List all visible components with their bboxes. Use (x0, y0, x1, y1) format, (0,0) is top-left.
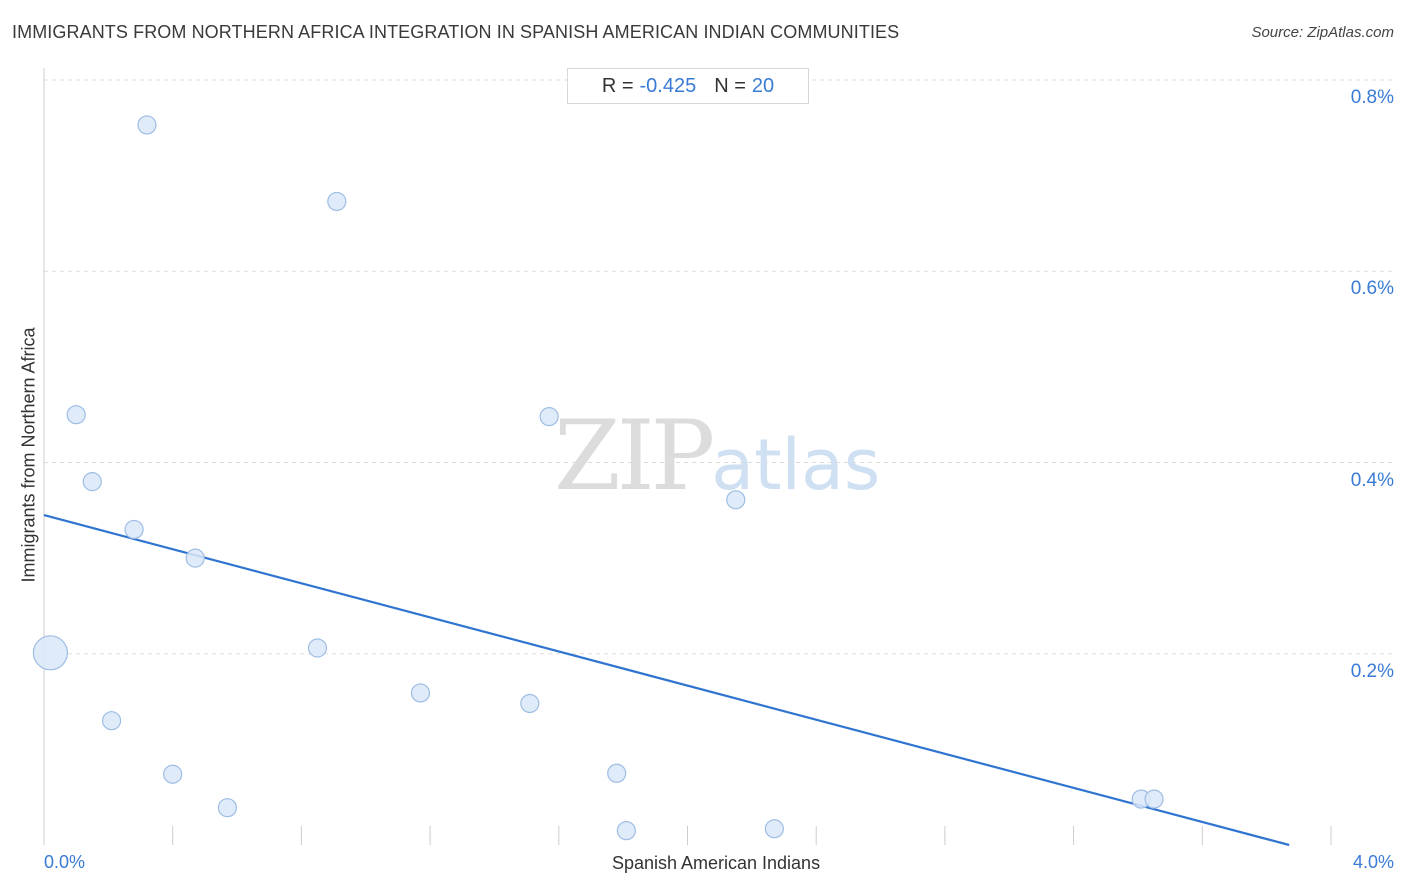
data-point-7 (185, 548, 205, 568)
y-tick-label-0: 0.2% (1350, 660, 1394, 682)
data-point-1 (66, 405, 86, 425)
trend-line (43, 514, 1290, 847)
data-point-5 (137, 115, 157, 135)
data-point-14 (607, 763, 627, 783)
n-value: 20 (751, 74, 775, 97)
data-point-15 (616, 821, 636, 841)
chart-title: IMMIGRANTS FROM NORTHERN AFRICA INTEGRAT… (12, 22, 900, 42)
x-tick-min: 0.0% (44, 852, 86, 872)
data-point-6 (163, 764, 183, 784)
y-tick-label-3: 0.8% (1350, 87, 1394, 108)
data-point-4 (124, 519, 144, 540)
data-point-3 (101, 711, 122, 731)
data-point-13 (539, 407, 559, 427)
data-point-10 (327, 191, 347, 212)
data-point-16 (726, 490, 746, 510)
data-point-2 (82, 472, 102, 492)
y-tick-label-2: 0.6% (1350, 278, 1394, 300)
stats-box: R = -0.425 N = 20 (567, 68, 809, 104)
y-tick-label-1: 0.4% (1350, 469, 1394, 491)
data-point-12 (520, 693, 540, 714)
n-label: N = (714, 74, 746, 97)
r-value: -0.425 (639, 74, 697, 97)
x-axis-label: Spanish American Indians (611, 853, 821, 873)
data-point-19 (1144, 789, 1164, 809)
data-point-17 (764, 819, 784, 839)
y-axis-label: Immigrants from Northern Africa (18, 327, 39, 583)
x-tick-max: 4.0% (1352, 852, 1394, 872)
r-label: R = (601, 74, 634, 97)
data-point-11 (410, 683, 431, 703)
data-point-8 (217, 798, 237, 818)
source-label: Source: ZipAtlas.com (1251, 24, 1394, 41)
data-point-0 (32, 635, 69, 671)
data-point-9 (307, 638, 328, 658)
